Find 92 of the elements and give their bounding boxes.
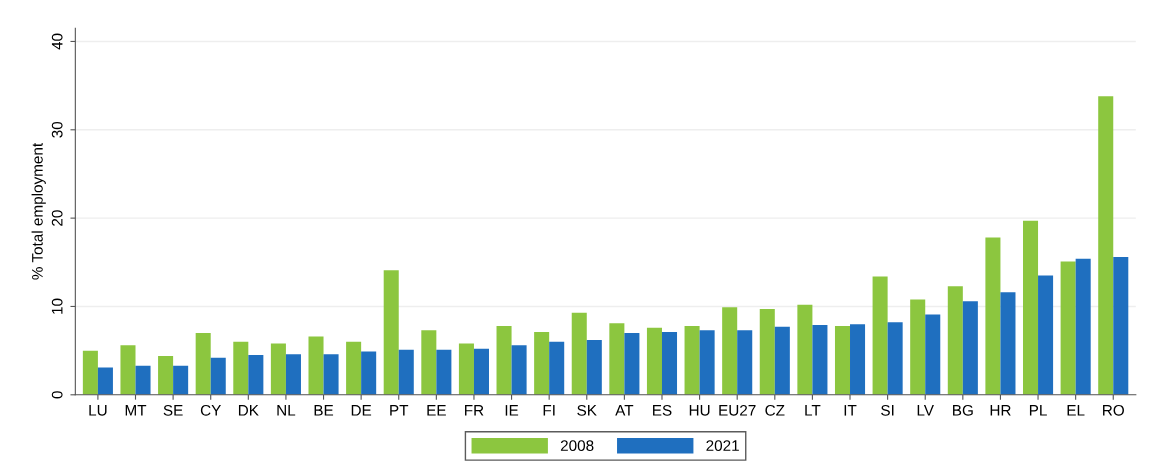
bar: [1098, 96, 1114, 395]
bar: [135, 365, 151, 395]
x-tick-label: AT: [615, 405, 634, 416]
bar: [195, 332, 211, 395]
x-tick-label: SE: [163, 404, 183, 416]
x-tick-label: NL: [277, 405, 296, 416]
bar: [233, 341, 249, 395]
bar: [421, 330, 437, 395]
x-tick-label: LU: [89, 405, 107, 416]
bar: [270, 343, 286, 395]
bar: [308, 336, 324, 395]
bar: [985, 237, 1001, 395]
bar: [624, 332, 640, 395]
bar: [812, 325, 828, 395]
y-axis-title: % Total employment: [31, 142, 46, 280]
bar: [571, 312, 587, 395]
bar: [1075, 258, 1091, 395]
bar: [511, 345, 527, 395]
bar: [346, 341, 362, 395]
bar: [684, 325, 700, 395]
x-tick-label: SI: [881, 404, 894, 416]
x-tick-label: PL: [1029, 405, 1047, 416]
bar: [210, 357, 226, 395]
bar: [586, 340, 602, 395]
x-tick-label: FR: [465, 405, 484, 416]
x-tick-label: HU: [689, 405, 710, 416]
bar: [285, 354, 301, 395]
y-tick-label: 0: [51, 391, 63, 399]
bar: [722, 307, 738, 395]
bar: [323, 354, 339, 395]
bar: [120, 345, 136, 395]
bar: [774, 326, 790, 395]
bar: [699, 330, 715, 395]
bar: [834, 325, 851, 395]
bar: [797, 304, 813, 395]
y-tick-label: 30: [51, 121, 63, 138]
x-tick-label: HR: [990, 405, 1011, 416]
y-tick-label: 20: [51, 210, 63, 226]
bar: [473, 348, 489, 395]
bar: [383, 270, 399, 395]
bar: [1000, 292, 1016, 395]
bar: [1060, 261, 1076, 395]
x-tick-label: IT: [844, 405, 857, 416]
bar: [398, 349, 414, 395]
bar: [609, 323, 625, 395]
bar: [549, 341, 565, 395]
x-tick-label: BG: [953, 404, 973, 416]
bar: [1023, 220, 1039, 395]
bar: [496, 325, 512, 395]
x-tick-label: RO: [1103, 404, 1124, 416]
bar: [436, 349, 452, 395]
x-tick-label: ES: [653, 404, 672, 416]
bar: [646, 327, 662, 395]
bar: [887, 322, 903, 395]
bar: [361, 351, 377, 395]
bar: [910, 299, 926, 395]
x-tick-label: CZ: [765, 404, 785, 416]
bar: [737, 330, 753, 395]
bar: [947, 286, 963, 395]
bar: [82, 350, 98, 395]
x-tick-label: EE: [427, 405, 446, 416]
bar: [534, 332, 550, 395]
y-tick-label: 10: [51, 298, 63, 314]
x-tick-label: BE: [314, 405, 334, 416]
legend-label: 2021: [706, 440, 739, 452]
bar: [872, 276, 888, 395]
x-tick-label: DE: [351, 405, 372, 416]
y-tick-label: 40: [51, 33, 63, 50]
bar: [1113, 256, 1129, 395]
x-tick-label: EU27: [719, 404, 756, 416]
bar: [458, 343, 474, 395]
bar: [248, 355, 264, 395]
x-tick-label: LT: [805, 405, 821, 416]
bar: [759, 309, 775, 395]
bar: [661, 332, 678, 395]
bar: [158, 355, 174, 395]
legend-label: 2008: [560, 440, 594, 452]
x-tick-label: MT: [125, 405, 147, 416]
bar: [173, 365, 189, 395]
x-tick-label: PT: [390, 405, 409, 416]
x-tick-label: EL: [1067, 405, 1085, 416]
x-tick-label: FI: [543, 405, 555, 416]
x-tick-label: SK: [577, 404, 597, 416]
bar: [850, 324, 866, 395]
bar: [925, 314, 941, 395]
bar: [97, 367, 113, 395]
x-tick-label: IE: [505, 405, 519, 416]
x-tick-label: LV: [917, 405, 934, 416]
x-tick-label: DK: [238, 405, 259, 416]
x-tick-label: CY: [200, 404, 221, 416]
bar: [1038, 275, 1054, 395]
bar: [962, 301, 978, 395]
